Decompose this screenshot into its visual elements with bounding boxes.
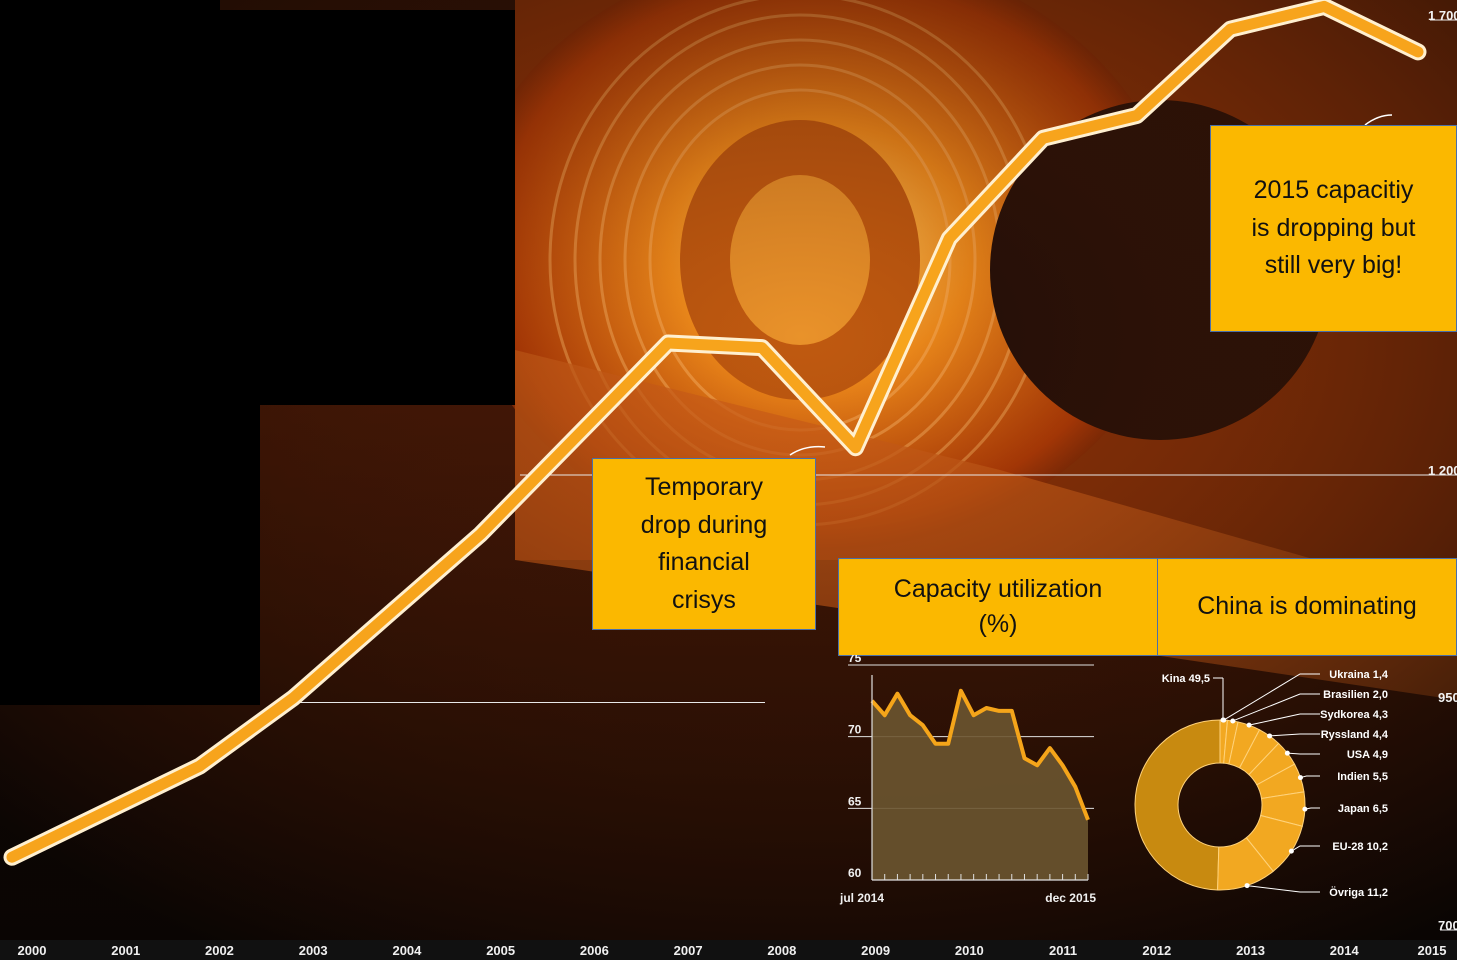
- crisis-callout-line-3: financial: [658, 548, 750, 576]
- china-title-text: China is dominating: [1197, 592, 1417, 621]
- x-tick-label-2013: 2013: [1236, 943, 1265, 958]
- x-tick-label-2002: 2002: [204, 943, 234, 958]
- capacity-arrow: [1364, 114, 1393, 126]
- donut-slice-Kina: [1134, 719, 1221, 891]
- x-tick-label-2011: 2011: [1048, 943, 1078, 958]
- donut-labels: Kina 49,5 Ukraina 1,4 Brasilien 2,0 Sydkore…: [1162, 669, 1389, 899]
- crisis-callout: Temporary drop during financial crisys: [592, 458, 816, 630]
- utilization-title-line-2: (%): [978, 610, 1018, 638]
- crisis-callout-line-4: crisys: [672, 585, 736, 614]
- x-tick-label-2000: 2000: [17, 943, 47, 958]
- x-tick-label-2001: 2001: [111, 943, 141, 958]
- donut-label-Sydkorea: Sydkorea 4,3: [1320, 709, 1388, 721]
- donut-label-USA: USA 4,9: [1347, 749, 1388, 761]
- y-tick-label-1200: 1 200: [1428, 463, 1457, 478]
- donut-label-Japan: Japan 6,5: [1338, 803, 1388, 815]
- donut-label-Kina: Kina 49,5: [1162, 673, 1210, 685]
- donut-label-Ukraina: Ukraina 1,4: [1329, 669, 1389, 681]
- x-tick-label-2014: 2014: [1329, 943, 1359, 958]
- utilization-line: [870, 688, 1090, 821]
- utilization-x-end-label: dec 2015: [1045, 891, 1096, 905]
- donut-label-Brasilien: Brasilien 2,0: [1323, 689, 1388, 701]
- utilization-title-line-1: Capacity utilization: [893, 575, 1103, 603]
- donut-slice-Övriga: [1217, 837, 1274, 891]
- annotation-arrows: [789, 114, 1393, 456]
- donut-label-Indien: Indien 5,5: [1337, 771, 1388, 783]
- utilization-axis: [871, 675, 1089, 881]
- redaction-block: [0, 10, 515, 405]
- china-donut-chart: Kina 49,5 Ukraina 1,4 Brasilien 2,0 Sydkore…: [1134, 669, 1389, 899]
- crisis-callout-line-2: drop during: [640, 510, 768, 539]
- capacity-callout: 2015 capacitiy is dropping but still ver…: [1210, 125, 1457, 332]
- x-tick-label-2009: 2009: [861, 943, 891, 958]
- y-tick-label-700: 700: [1438, 918, 1457, 933]
- x-tick-label-2006: 2006: [579, 943, 609, 958]
- x-tick-label-2015: 2015: [1417, 943, 1447, 958]
- x-tick-label-2007: 2007: [673, 943, 703, 958]
- donut-label-EU-28: EU-28 10,2: [1332, 841, 1388, 853]
- donut-label-Ryssland: Ryssland 4,4: [1321, 729, 1389, 741]
- x-tick-label-2003: 2003: [298, 943, 328, 958]
- donut-slices: [1134, 719, 1306, 891]
- x-tick-label-2010: 2010: [954, 943, 984, 958]
- donut-label-Övriga: Övriga 11,2: [1329, 886, 1388, 899]
- capacity-callout-line-2: is dropping but: [1251, 213, 1416, 242]
- y-tick-label-1700: 1 700: [1428, 8, 1457, 23]
- x-tick-label-2012: 2012: [1142, 943, 1172, 958]
- x-tick-label-2005: 2005: [486, 943, 516, 958]
- crisis-arrow: [789, 445, 826, 456]
- x-axis-bar: [0, 940, 1457, 960]
- redaction-block-lower: [0, 405, 260, 705]
- capacity-callout-line-1: 2015 capacitiy: [1253, 176, 1414, 205]
- utilization-x-start-label: jul 2014: [839, 891, 884, 905]
- utilization-area-chart: 60 65 70 75 jul 2014 dec 2015: [839, 655, 1096, 905]
- crisis-callout-line-1: Temporary: [644, 473, 764, 501]
- utilization-y-tick-65: 65: [848, 794, 862, 808]
- utilization-y-tick-60: 60: [848, 866, 862, 880]
- capacity-line: [6, 0, 1424, 863]
- utilization-y-tick-75: 75: [848, 655, 862, 665]
- utilization-title-box: Capacity utilization (%): [838, 558, 1158, 656]
- capacity-callout-line-3: still very big!: [1264, 251, 1403, 280]
- x-tick-label-2008: 2008: [767, 943, 797, 958]
- china-title-box: China is dominating: [1157, 558, 1457, 656]
- y-tick-label-950: 950: [1438, 690, 1457, 705]
- x-tick-label-2004: 2004: [392, 943, 422, 958]
- utilization-y-tick-70: 70: [848, 723, 862, 737]
- utilization-area: [872, 690, 1088, 880]
- utilization-y-ticks: 60 65 70 75: [848, 655, 862, 880]
